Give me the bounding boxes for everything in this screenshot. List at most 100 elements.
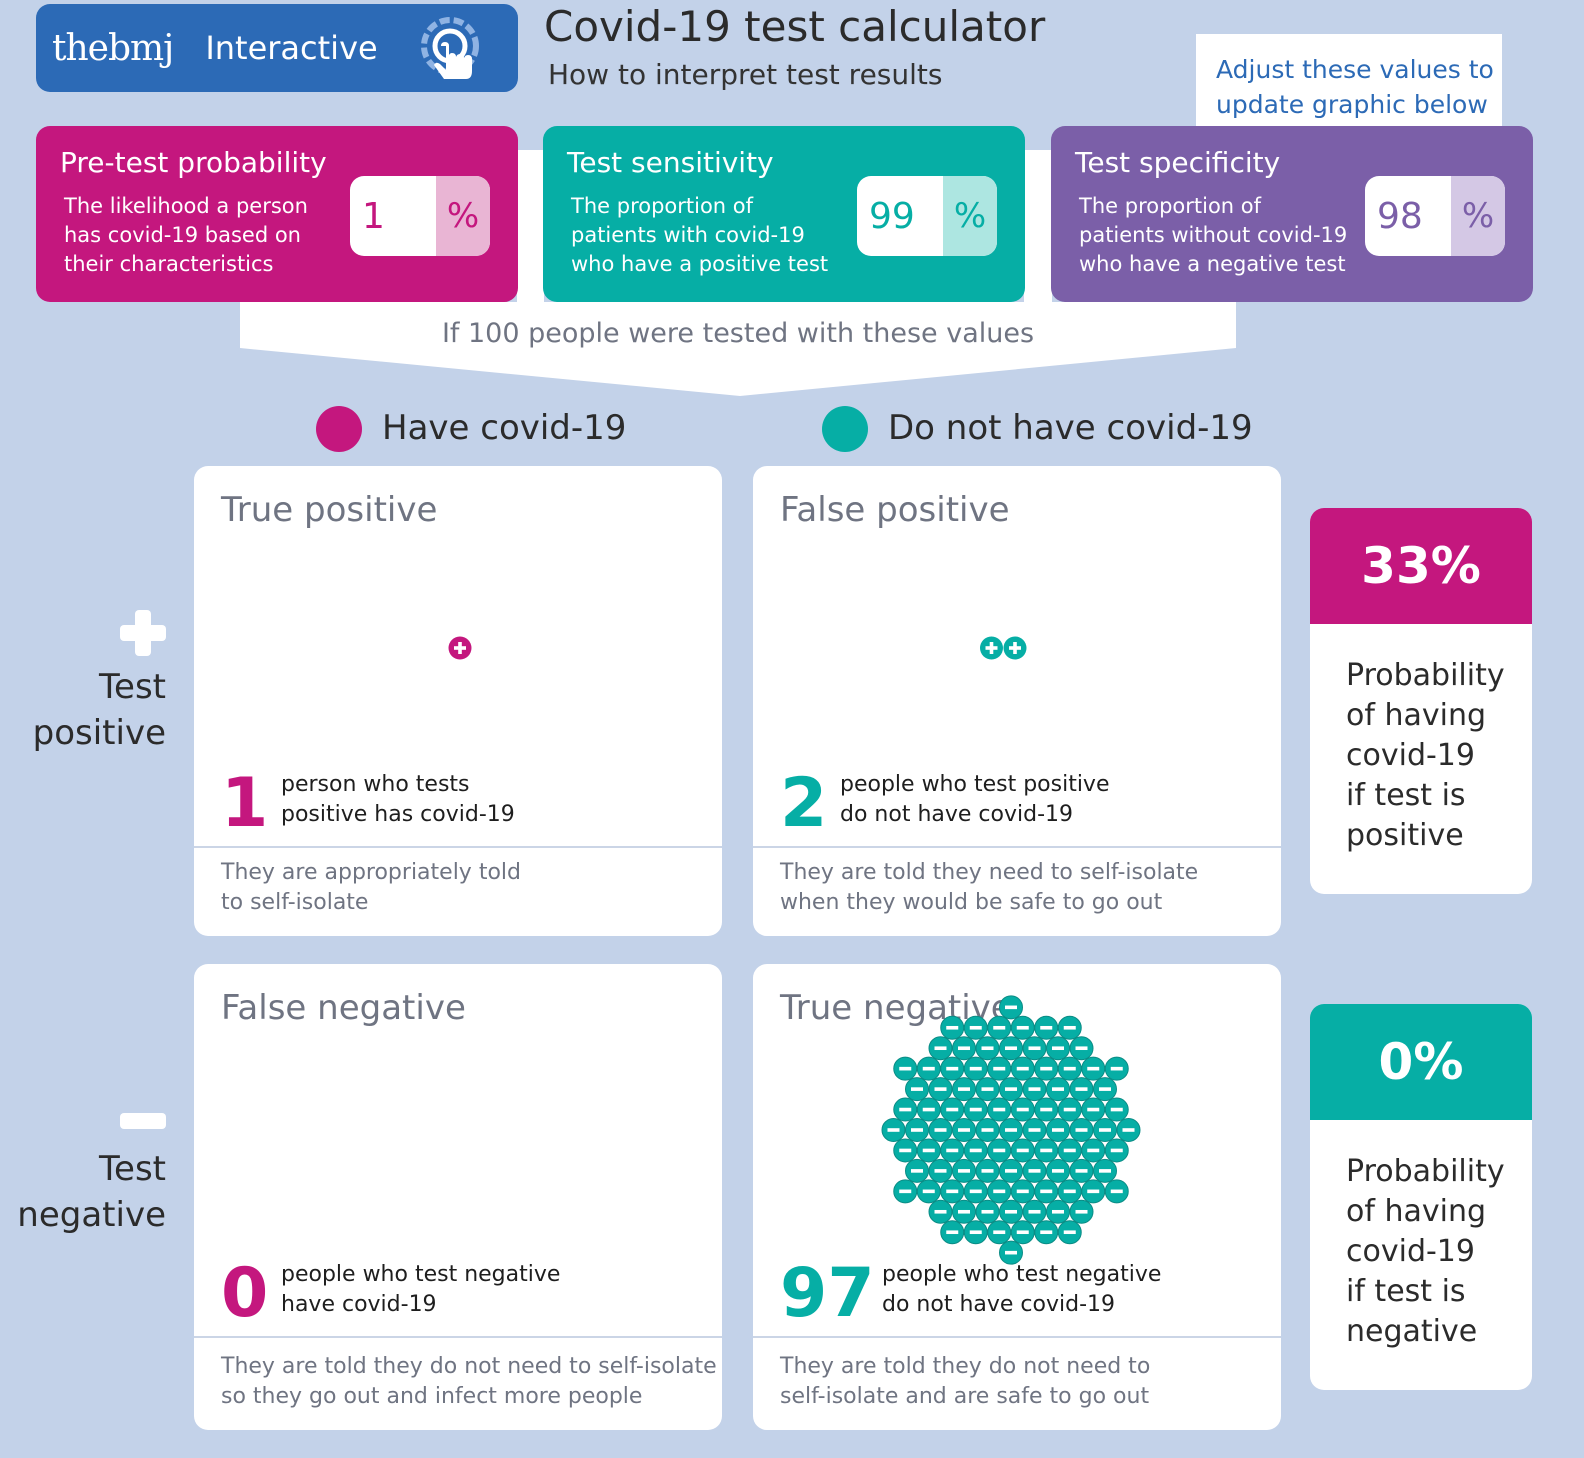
specificity-input[interactable]: 98 % bbox=[1365, 176, 1505, 256]
negative-person-dot bbox=[963, 1015, 988, 1040]
box-description-line: people who test negative bbox=[882, 1262, 1162, 1287]
box-count: 2 bbox=[780, 764, 828, 843]
percent-unit: % bbox=[1451, 176, 1505, 256]
true-positive-dots bbox=[448, 636, 472, 660]
negative-person-dot bbox=[1010, 1015, 1035, 1040]
negative-person-dot bbox=[928, 1199, 953, 1224]
box-count: 1 bbox=[221, 764, 269, 843]
pretest-desc-line: their characteristics bbox=[64, 252, 274, 276]
negative-person-dot bbox=[999, 1077, 1023, 1102]
negative-person-dot bbox=[1046, 1036, 1070, 1061]
negative-person-dot bbox=[999, 995, 1023, 1020]
negative-person-dot bbox=[952, 1199, 976, 1224]
bmj-interactive-banner[interactable]: thebmj Interactive bbox=[36, 4, 518, 92]
box-footnote: They are told they need to self-isolate … bbox=[780, 858, 1198, 918]
negative-person-dot bbox=[1034, 1056, 1059, 1081]
false-negative-box: False negative 0 people who test negativ… bbox=[194, 964, 722, 1430]
pretest-desc-line: has covid-19 based on bbox=[64, 223, 301, 247]
box-footnote-line: self-isolate and are safe to go out bbox=[780, 1384, 1150, 1409]
negative-person-dot bbox=[905, 1118, 929, 1142]
negative-person-dot bbox=[1057, 1138, 1082, 1163]
pretest-description: The likelihood a person has covid-19 bas… bbox=[64, 192, 344, 279]
negative-person-dot bbox=[881, 1118, 906, 1142]
row-label-line: negative bbox=[17, 1195, 166, 1235]
sensitivity-desc-line: patients with covid-19 bbox=[571, 223, 805, 247]
sensitivity-input[interactable]: 99 % bbox=[857, 176, 997, 256]
sensitivity-description: The proportion of patients with covid-19… bbox=[571, 192, 851, 279]
true-positive-box: True positive 1 person who tests positiv… bbox=[194, 466, 722, 936]
negative-person-dot bbox=[1046, 1158, 1070, 1183]
negative-person-dot bbox=[1081, 1097, 1106, 1122]
box-footnote-line: They are told they need to self-isolate bbox=[780, 860, 1199, 885]
negative-person-dot bbox=[1081, 1056, 1106, 1081]
specificity-desc-line: who have a negative test bbox=[1079, 252, 1346, 276]
probability-label-line: of having bbox=[1346, 1194, 1486, 1229]
negative-person-dot bbox=[1057, 1056, 1082, 1081]
false-positive-box: False positive 2 people who test positiv… bbox=[753, 466, 1281, 936]
negative-person-dot bbox=[975, 1077, 1000, 1102]
negative-person-dot bbox=[916, 1097, 941, 1122]
sensitivity-value[interactable]: 99 bbox=[869, 195, 915, 237]
legend-have-dot bbox=[316, 406, 362, 452]
probability-label-line: of having bbox=[1346, 698, 1486, 733]
box-description-line: person who tests bbox=[281, 772, 470, 797]
negative-person-dot bbox=[1022, 1118, 1047, 1142]
probability-positive-panel: 33% Probability of having covid-19 if te… bbox=[1310, 508, 1532, 894]
negative-person-dot bbox=[1057, 1179, 1082, 1204]
row-label-test-positive: Test positive bbox=[6, 664, 166, 756]
probability-negative-label: Probability of having covid-19 if test i… bbox=[1310, 1120, 1532, 1352]
negative-person-dot bbox=[1046, 1118, 1070, 1142]
negative-person-dot bbox=[1104, 1138, 1129, 1163]
negative-person-dot bbox=[975, 1199, 1000, 1224]
box-divider bbox=[753, 1336, 1281, 1338]
negative-person-dot bbox=[952, 1077, 976, 1102]
specificity-description: The proportion of patients without covid… bbox=[1079, 192, 1359, 279]
probability-negative-value: 0% bbox=[1310, 1004, 1532, 1120]
legend-have-label: Have covid-19 bbox=[382, 408, 627, 448]
box-footnote-line: when they would be safe to go out bbox=[780, 890, 1163, 915]
box-footnote-line: They are appropriately told bbox=[221, 860, 521, 885]
true-negative-box: True negative 97 people who test negativ… bbox=[753, 964, 1281, 1430]
negative-person-dot bbox=[1010, 1138, 1035, 1163]
pretest-input[interactable]: 1 % bbox=[350, 176, 490, 256]
sensitivity-title: Test sensitivity bbox=[567, 146, 774, 179]
funnel-connector-right bbox=[1024, 174, 1052, 302]
negative-person-dot bbox=[1046, 1077, 1070, 1102]
negative-person-dot bbox=[987, 1179, 1012, 1204]
box-footnote-line: They are told they do not need to self-i… bbox=[221, 1354, 717, 1379]
negative-person-dot bbox=[1057, 1220, 1082, 1245]
row-label-line: Test bbox=[99, 1149, 166, 1189]
negative-person-dot bbox=[1022, 1199, 1047, 1224]
negative-person-dot bbox=[893, 1138, 918, 1163]
box-divider bbox=[194, 846, 722, 848]
probability-label-line: negative bbox=[1346, 1314, 1478, 1349]
specificity-value[interactable]: 98 bbox=[1377, 195, 1423, 237]
negative-person-dot bbox=[999, 1240, 1023, 1265]
box-description: people who test negative do not have cov… bbox=[882, 1260, 1161, 1320]
specificity-desc-line: patients without covid-19 bbox=[1079, 223, 1348, 247]
row-label-line: Test bbox=[99, 667, 166, 707]
negative-person-dot bbox=[952, 1158, 976, 1183]
negative-person-dot bbox=[987, 1097, 1012, 1122]
box-description-line: people who test positive bbox=[840, 772, 1110, 797]
negative-person-dot bbox=[1010, 1097, 1035, 1122]
negative-person-dot bbox=[963, 1179, 988, 1204]
box-divider bbox=[194, 1336, 722, 1338]
negative-person-dot bbox=[1069, 1158, 1094, 1183]
negative-person-dot bbox=[987, 1138, 1012, 1163]
percent-unit: % bbox=[943, 176, 997, 256]
negative-person-dot bbox=[999, 1036, 1023, 1061]
box-footnote: They are told they do not need to self-i… bbox=[780, 1352, 1150, 1412]
negative-person-dot bbox=[1010, 1220, 1035, 1245]
negative-person-dot bbox=[963, 1220, 988, 1245]
interactive-label: Interactive bbox=[205, 29, 378, 67]
negative-person-dot bbox=[987, 1220, 1012, 1245]
pretest-probability-card: Pre-test probability The likelihood a pe… bbox=[36, 126, 518, 302]
pretest-value[interactable]: 1 bbox=[362, 195, 385, 237]
false-positive-dots bbox=[980, 636, 1027, 660]
percent-unit: % bbox=[436, 176, 490, 256]
positive-person-dot bbox=[448, 636, 472, 660]
negative-person-dot bbox=[975, 1118, 1000, 1142]
negative-person-dot bbox=[1104, 1097, 1129, 1122]
negative-person-dot bbox=[952, 1118, 976, 1142]
